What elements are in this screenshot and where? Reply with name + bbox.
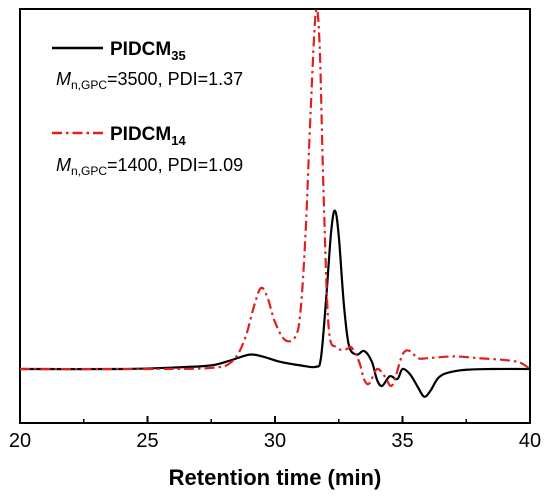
legend-label-sub: 14 [171,133,186,148]
legend-info-pidcm14: Mn,GPC=1400, PDI=1.09 [56,155,243,178]
legend-info-m-sub: n,GPC [71,164,107,178]
x-tick-label-40: 40 [519,430,541,452]
legend-info-m-sub: n,GPC [71,78,107,92]
legend-label-pidcm35: PIDCM35 [110,39,186,63]
legend-label-pidcm14: PIDCM14 [110,124,186,148]
legend: PIDCM35 Mn,GPC=3500, PDI=1.37 PIDCM14 Mn… [52,39,243,178]
legend-label-sub: 35 [171,48,185,63]
series-line-pidcm35 [19,209,531,398]
x-tick-label-20: 20 [9,430,31,452]
legend-info-m: M [56,155,71,175]
legend-label-main: PIDCM [110,124,171,145]
legend-label-main: PIDCM [110,39,171,60]
legend-entry-pidcm35: PIDCM35 Mn,GPC=3500, PDI=1.37 [52,39,243,92]
series-line-pidcm14 [19,7,531,388]
legend-info-pidcm35: Mn,GPC=3500, PDI=1.37 [56,69,243,92]
legend-info-text: =1400, PDI=1.09 [107,155,243,175]
x-axis-title: Retention time (min) [169,465,382,490]
x-axis-ticks [19,416,531,423]
x-tick-label-30: 30 [264,430,286,452]
x-tick-label-35: 35 [391,430,413,452]
legend-entry-pidcm14: PIDCM14 Mn,GPC=1400, PDI=1.09 [52,124,243,178]
legend-info-text: =3500, PDI=1.37 [107,69,243,89]
x-axis-tick-labels: 20 25 30 35 40 [9,430,541,452]
plot-area: 20 25 30 35 40 [9,7,541,452]
legend-info-m: M [56,69,71,89]
x-tick-label-25: 25 [136,430,158,452]
